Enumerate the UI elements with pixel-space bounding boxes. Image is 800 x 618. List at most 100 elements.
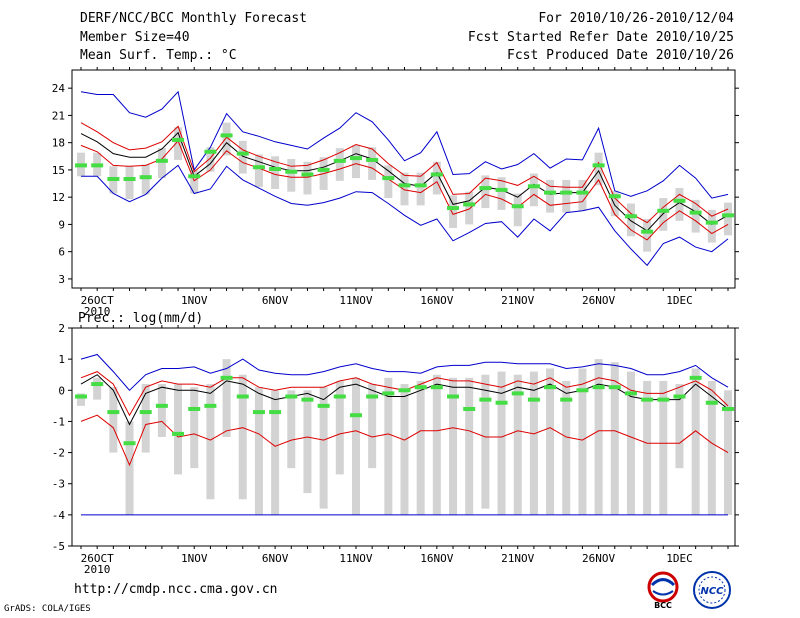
prec-obs-marker: [107, 410, 120, 415]
temp-obs-marker: [463, 202, 476, 207]
ncc-logo-text: NCC: [700, 586, 724, 597]
temp-spread-bar: [707, 209, 716, 243]
prec-obs-marker: [188, 406, 201, 411]
temp-spread-bar: [432, 161, 441, 195]
temp-obs-marker: [657, 208, 670, 213]
prec-obs-marker: [349, 413, 362, 418]
temp-ytick-label: 18: [52, 137, 65, 150]
temp-spread-bar: [351, 145, 360, 179]
chart-title: DERF/NCC/BCC Monthly Forecast: [80, 11, 307, 26]
prec-xtick-label: 21NOV: [501, 552, 534, 565]
temp-obs-marker: [333, 158, 346, 163]
temp-obs-marker: [366, 157, 379, 162]
temp-spread-bar: [303, 161, 312, 195]
temp-series-min: [81, 164, 729, 267]
temp-obs-marker: [624, 214, 637, 219]
prec-spread-bar: [432, 374, 441, 515]
prec-obs-marker: [560, 397, 573, 402]
prec-obs-marker: [592, 385, 605, 390]
temp-obs-marker: [447, 206, 460, 211]
temp-obs-marker: [188, 174, 201, 179]
prec-spread-bar: [481, 374, 490, 509]
temp-obs-marker: [689, 210, 702, 215]
prec-obs-marker: [624, 391, 637, 396]
prec-obs-marker: [172, 431, 185, 436]
prec-obs-marker: [139, 410, 152, 415]
prec-obs-marker: [463, 406, 476, 411]
temp-spread-bar: [562, 179, 571, 213]
prec-obs-marker: [204, 403, 217, 408]
ncc-logo: NCC: [693, 571, 731, 609]
prec-obs-marker: [527, 397, 540, 402]
prec-ytick-label: 0: [58, 384, 65, 397]
temp-spread-bar: [643, 218, 652, 252]
prec-obs-marker: [155, 403, 168, 408]
forecast-period: For 2010/10/26-2010/12/04: [538, 11, 734, 26]
variable-label: Mean Surf. Temp.: °C: [80, 48, 237, 63]
prec-spread-bar: [416, 380, 425, 515]
prec-spread-bar: [384, 377, 393, 515]
bcc-logo: BCC: [647, 571, 679, 610]
temp-obs-marker: [511, 204, 524, 209]
temp-spread-bar: [222, 122, 231, 156]
temp-obs-marker: [592, 163, 605, 168]
prec-obs-marker: [689, 375, 702, 380]
prec-obs-marker: [430, 385, 443, 390]
temp-spread-bar: [691, 199, 700, 233]
temp-obs-marker: [560, 190, 573, 195]
prec-ytick-label: -1: [52, 415, 65, 428]
prec-xtick-label: 1DEC: [666, 552, 693, 565]
temp-obs-marker: [123, 177, 136, 181]
temp-spread-bar: [481, 175, 490, 209]
prec-spread-bar: [254, 387, 263, 515]
bcc-logo-text: BCC: [654, 601, 672, 610]
prec-obs-marker: [479, 397, 492, 402]
temp-obs-marker: [705, 220, 718, 225]
prec-spread-bar: [594, 359, 603, 515]
temp-obs-marker: [317, 167, 330, 172]
temp-spread-bar: [271, 156, 280, 189]
temp-obs-marker: [495, 187, 508, 192]
temp-xtick-label: 21NOV: [501, 294, 534, 307]
prec-ytick-label: -3: [52, 478, 65, 491]
temp-spread-bar: [368, 147, 377, 180]
prec-obs-marker: [608, 385, 621, 390]
temp-xtick-label: 26NOV: [582, 294, 615, 307]
temp-obs-marker: [155, 158, 168, 163]
prec-series-max: [80, 353, 729, 392]
footer-url[interactable]: http://cmdp.ncc.cma.gov.cn: [74, 582, 278, 597]
prec-spread-bar: [109, 387, 118, 453]
temp-spread-bar: [190, 169, 199, 194]
prec-spread-bar: [400, 384, 409, 515]
prec-frame: [71, 327, 736, 547]
prec-spread-bar: [93, 377, 102, 400]
temp-ytick-label: 15: [52, 164, 65, 177]
grads-credit: GrADS: COLA/IGES: [4, 604, 91, 614]
prec-xtick-label: 1NOV: [181, 552, 208, 565]
prec-obs-marker: [75, 394, 87, 399]
temp-series-max: [80, 90, 729, 199]
temp-obs-marker: [527, 184, 540, 189]
prec-spread-bar: [174, 384, 183, 475]
prec-obs-marker: [511, 391, 524, 396]
temp-frame: [71, 69, 736, 289]
prec-obs-marker: [398, 388, 411, 393]
prec-spread-bar: [691, 368, 700, 515]
temp-obs-marker: [172, 137, 185, 142]
temp-spread-bar: [659, 198, 668, 231]
temp-obs-marker: [269, 167, 282, 172]
temp-obs-marker: [301, 172, 314, 177]
temp-ytick-label: 3: [58, 273, 65, 286]
prec-spread-bar: [190, 387, 199, 469]
member-size: Member Size=40: [80, 30, 190, 45]
prec-spread-bar: [319, 387, 328, 509]
temp-xtick-label: 1NOV: [181, 294, 208, 307]
prec-ytick-label: -4: [52, 509, 66, 522]
temp-series-lower: [80, 139, 729, 241]
temp-xtick-label: 16NOV: [420, 294, 453, 307]
prec-spread-bar: [513, 374, 522, 515]
prec-spread-bar: [271, 390, 280, 515]
fcst-started-date: Fcst Started Refer Date 2010/10/25: [467, 30, 734, 45]
prec-obs-marker: [705, 400, 718, 405]
prec-obs-marker: [382, 391, 395, 396]
